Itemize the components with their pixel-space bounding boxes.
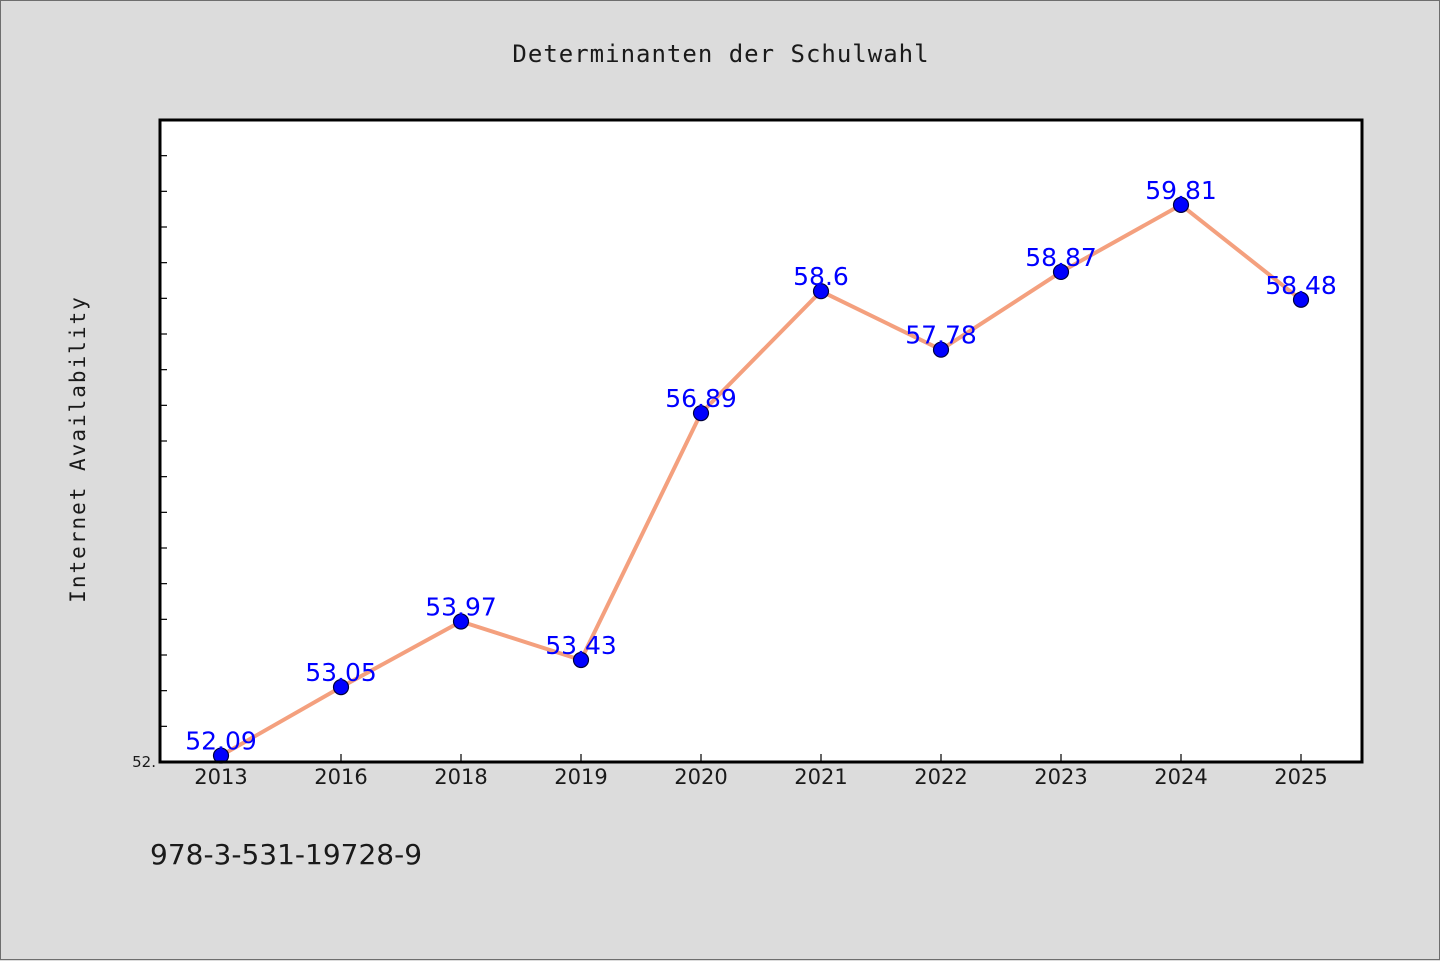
data-point-label: 53.97 [425, 592, 497, 621]
x-axis-ticks: 2013 2016 2018 2019 2020 2021 2022 2023 2024 2025 [194, 754, 1328, 789]
data-point-label: 53.43 [545, 631, 617, 660]
chart-title: Determinanten der Schulwahl [512, 40, 929, 68]
footnote-isbn: 978-3-531-19728-9 [150, 838, 422, 871]
data-point-label: 58.6 [793, 262, 849, 291]
data-point-label: 59.81 [1145, 176, 1217, 205]
x-tick-label: 2023 [1034, 765, 1087, 789]
data-point-marker [1292, 291, 1310, 308]
data-point-label: 58.48 [1265, 271, 1337, 300]
plot-border [158, 118, 1364, 764]
x-tick-label: 2024 [1154, 765, 1207, 789]
x-tick-label: 2013 [194, 765, 247, 789]
data-point-marker [932, 341, 950, 358]
x-tick-label: 2022 [914, 765, 967, 789]
data-point-marker [692, 405, 710, 422]
y-tick-label: 52. [132, 753, 156, 771]
plot-area [160, 120, 1362, 762]
series-line [219, 202, 1303, 758]
data-point-marker [812, 283, 830, 300]
x-tick-label: 2018 [434, 765, 487, 789]
data-point-marker [452, 613, 470, 630]
data-point-marker [1172, 196, 1190, 213]
x-tick-label: 2025 [1274, 765, 1327, 789]
y-axis-label: Internet Availability [66, 295, 90, 603]
x-tick-label: 2016 [314, 765, 367, 789]
data-point-label: 53.05 [305, 658, 377, 687]
data-point-label: 58.87 [1025, 243, 1097, 272]
x-tick-label: 2020 [674, 765, 727, 789]
data-point-marker [332, 678, 350, 696]
data-markers [212, 196, 1310, 764]
data-point-label: 56.89 [665, 384, 737, 413]
x-tick-label: 2021 [794, 765, 847, 789]
data-point-label: 57.78 [905, 321, 977, 350]
series-line-group [219, 202, 1303, 758]
data-labels: 52.09 53.05 53.97 53.43 56.89 58.6 57.78 58.87 5… [185, 176, 1337, 756]
data-point-marker [572, 651, 590, 669]
data-point-label: 52.09 [185, 727, 257, 756]
x-tick-label: 2019 [554, 765, 607, 789]
data-point-marker [1052, 263, 1070, 281]
